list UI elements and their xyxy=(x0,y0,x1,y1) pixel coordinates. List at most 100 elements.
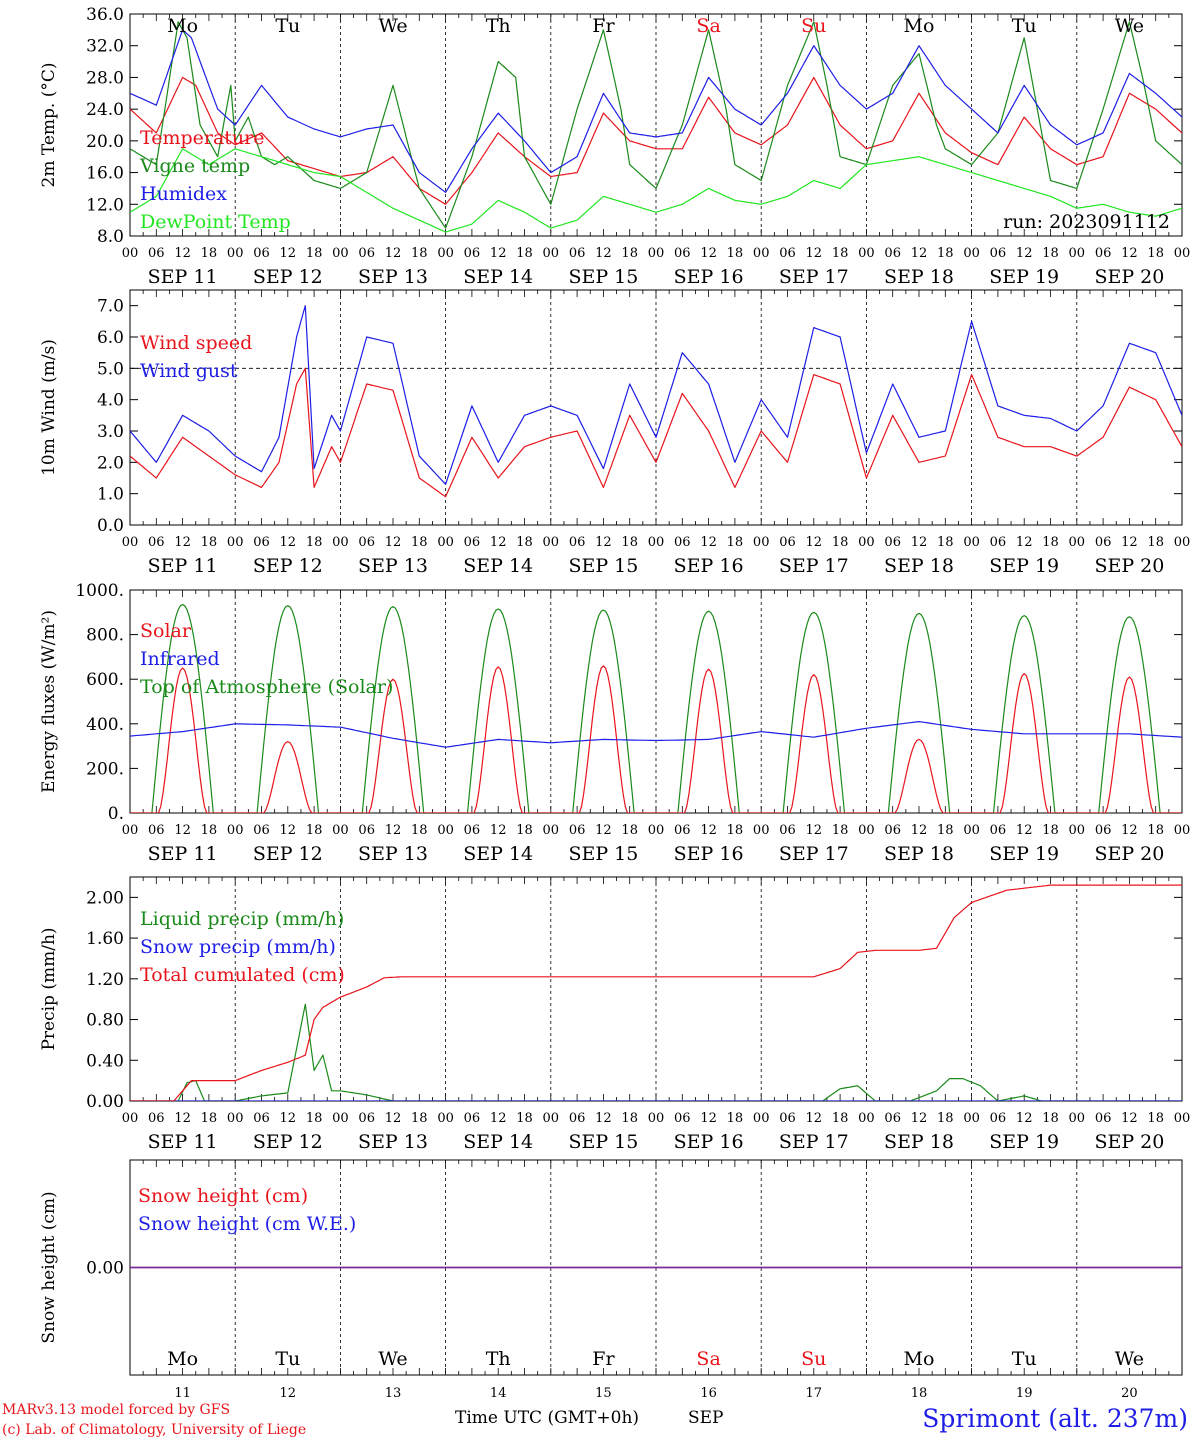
y-tick-label: 0.00 xyxy=(86,1092,124,1112)
y-tick-label: 600. xyxy=(86,670,124,690)
x-hour-label: 06 xyxy=(358,246,375,261)
legend-entry: Solar xyxy=(140,620,192,642)
x-hour-label: 06 xyxy=(674,1111,691,1126)
panel-5: 0.00 Snow height (cm) Snow height (cm) Snow… xyxy=(39,1159,1183,1401)
weekday-label: Fr xyxy=(592,15,615,37)
x-hour-label: 06 xyxy=(569,535,586,550)
x-hour-label: 12 xyxy=(280,1111,297,1126)
x-hour-label: 06 xyxy=(674,823,691,838)
x-hour-label: 00 xyxy=(1069,246,1086,261)
x-hour-label: 18 xyxy=(1147,535,1164,550)
x-hour-label: 06 xyxy=(884,246,901,261)
x-hour-label: 06 xyxy=(253,823,270,838)
x-date-label: SEP 11 xyxy=(148,1131,218,1153)
x-hour-label: 00 xyxy=(227,535,244,550)
x-hour-label: 00 xyxy=(122,535,139,550)
legend-entry: Temperature xyxy=(140,127,264,149)
x-hour-label: 18 xyxy=(1147,823,1164,838)
x-hour-label: 12 xyxy=(911,1111,928,1126)
x-date-label: SEP 12 xyxy=(253,266,323,288)
x-hour-label: 18 xyxy=(516,535,533,550)
x-hour-label: 12 xyxy=(700,1111,717,1126)
x-hour-label: 12 xyxy=(1121,823,1138,838)
weekday-label: Mo xyxy=(904,1348,935,1370)
x-hour-label: 00 xyxy=(963,535,980,550)
x-hour-label: 00 xyxy=(122,823,139,838)
x-hour-label: 12 xyxy=(595,535,612,550)
x-hour-label: 00 xyxy=(753,535,770,550)
y-tick-label: 6.0 xyxy=(97,328,124,348)
x-date-label: SEP 13 xyxy=(358,266,428,288)
x-hour-label: 18 xyxy=(621,246,638,261)
y-tick-label: 4.0 xyxy=(97,391,124,411)
x-date-label: SEP 18 xyxy=(884,1131,954,1153)
x-hour-label: 18 xyxy=(1042,535,1059,550)
legend-entry: Infrared xyxy=(140,648,220,670)
x-hour-label: 12 xyxy=(700,246,717,261)
x-hour-label: 18 xyxy=(306,823,323,838)
legend-entry: Vigne temp xyxy=(139,155,250,177)
y-tick-label: 1.0 xyxy=(97,485,124,505)
x-hour-label: 12 xyxy=(385,1111,402,1126)
x-hour-label: 00 xyxy=(858,1111,875,1126)
x-hour-label: 06 xyxy=(358,823,375,838)
x-hour-label: 00 xyxy=(648,823,665,838)
y-tick-label: 0.00 xyxy=(86,1259,124,1279)
x-date-label: SEP 18 xyxy=(884,266,954,288)
y-tick-label: 28.0 xyxy=(86,68,124,88)
x-hour-label: 18 xyxy=(1042,1111,1059,1126)
day-number-label: 18 xyxy=(911,1386,928,1401)
x-date-label: SEP 19 xyxy=(989,843,1059,865)
x-hour-label: 12 xyxy=(1016,535,1033,550)
x-hour-label: 12 xyxy=(280,246,297,261)
x-date-label: SEP 15 xyxy=(568,555,638,577)
y-tick-label: 1.20 xyxy=(86,970,124,990)
series-group xyxy=(130,305,1182,498)
day-number-label: 12 xyxy=(280,1386,297,1401)
x-hour-label: 00 xyxy=(332,823,349,838)
x-hour-label: 06 xyxy=(990,246,1007,261)
x-hour-label: 18 xyxy=(411,535,428,550)
x-hour-label: 00 xyxy=(753,1111,770,1126)
x-hour-label: 18 xyxy=(621,1111,638,1126)
x-hour-label: 00 xyxy=(1069,1111,1086,1126)
series-line-0 xyxy=(130,1003,1182,1101)
legend-entry: Total cumulated (cm) xyxy=(140,964,345,986)
x-hour-label: 18 xyxy=(937,1111,954,1126)
x-hour-label: 00 xyxy=(543,1111,560,1126)
station-name: Sprimont (alt. 237m) xyxy=(922,1404,1188,1433)
day-number-label: 11 xyxy=(174,1386,191,1401)
x-hour-label: 06 xyxy=(990,535,1007,550)
x-hour-label: 12 xyxy=(806,535,823,550)
legend-entry: Wind gust xyxy=(140,360,238,382)
x-date-label: SEP 16 xyxy=(674,266,744,288)
y-axis-label: 10m Wind (m/s) xyxy=(39,339,59,476)
x-hour-label: 18 xyxy=(516,823,533,838)
series-infrared-line xyxy=(130,721,1182,748)
x-hour-label: 06 xyxy=(990,1111,1007,1126)
weekday-label: Th xyxy=(486,1348,511,1370)
x-hour-label: 12 xyxy=(595,246,612,261)
x-date-label: SEP 12 xyxy=(253,1131,323,1153)
y-tick-label: 800. xyxy=(86,626,124,646)
x-date-label: SEP 15 xyxy=(568,266,638,288)
y-axis-label: Snow height (cm) xyxy=(39,1191,59,1343)
x-date-label: SEP 14 xyxy=(463,1131,533,1153)
weekday-label: Tu xyxy=(1012,1348,1037,1370)
x-hour-label: 18 xyxy=(727,246,744,261)
x-hour-label: 06 xyxy=(253,1111,270,1126)
x-hour-label: 18 xyxy=(621,823,638,838)
x-hour-label: 12 xyxy=(595,1111,612,1126)
legend-entry: Snow height (cm) xyxy=(138,1185,308,1207)
x-hour-label: 00 xyxy=(963,823,980,838)
x-hour-label: 12 xyxy=(1121,246,1138,261)
x-hour-label: 18 xyxy=(1147,246,1164,261)
series-toa-solar-line xyxy=(130,603,1182,813)
x-date-label: SEP 20 xyxy=(1094,266,1164,288)
x-hour-label: 00 xyxy=(1069,535,1086,550)
x-hour-label: 18 xyxy=(937,823,954,838)
legend-entry: DewPoint Temp xyxy=(140,211,291,233)
x-hour-label: 00 xyxy=(858,246,875,261)
model-credit: MARv3.13 model forced by GFS xyxy=(2,1402,230,1418)
